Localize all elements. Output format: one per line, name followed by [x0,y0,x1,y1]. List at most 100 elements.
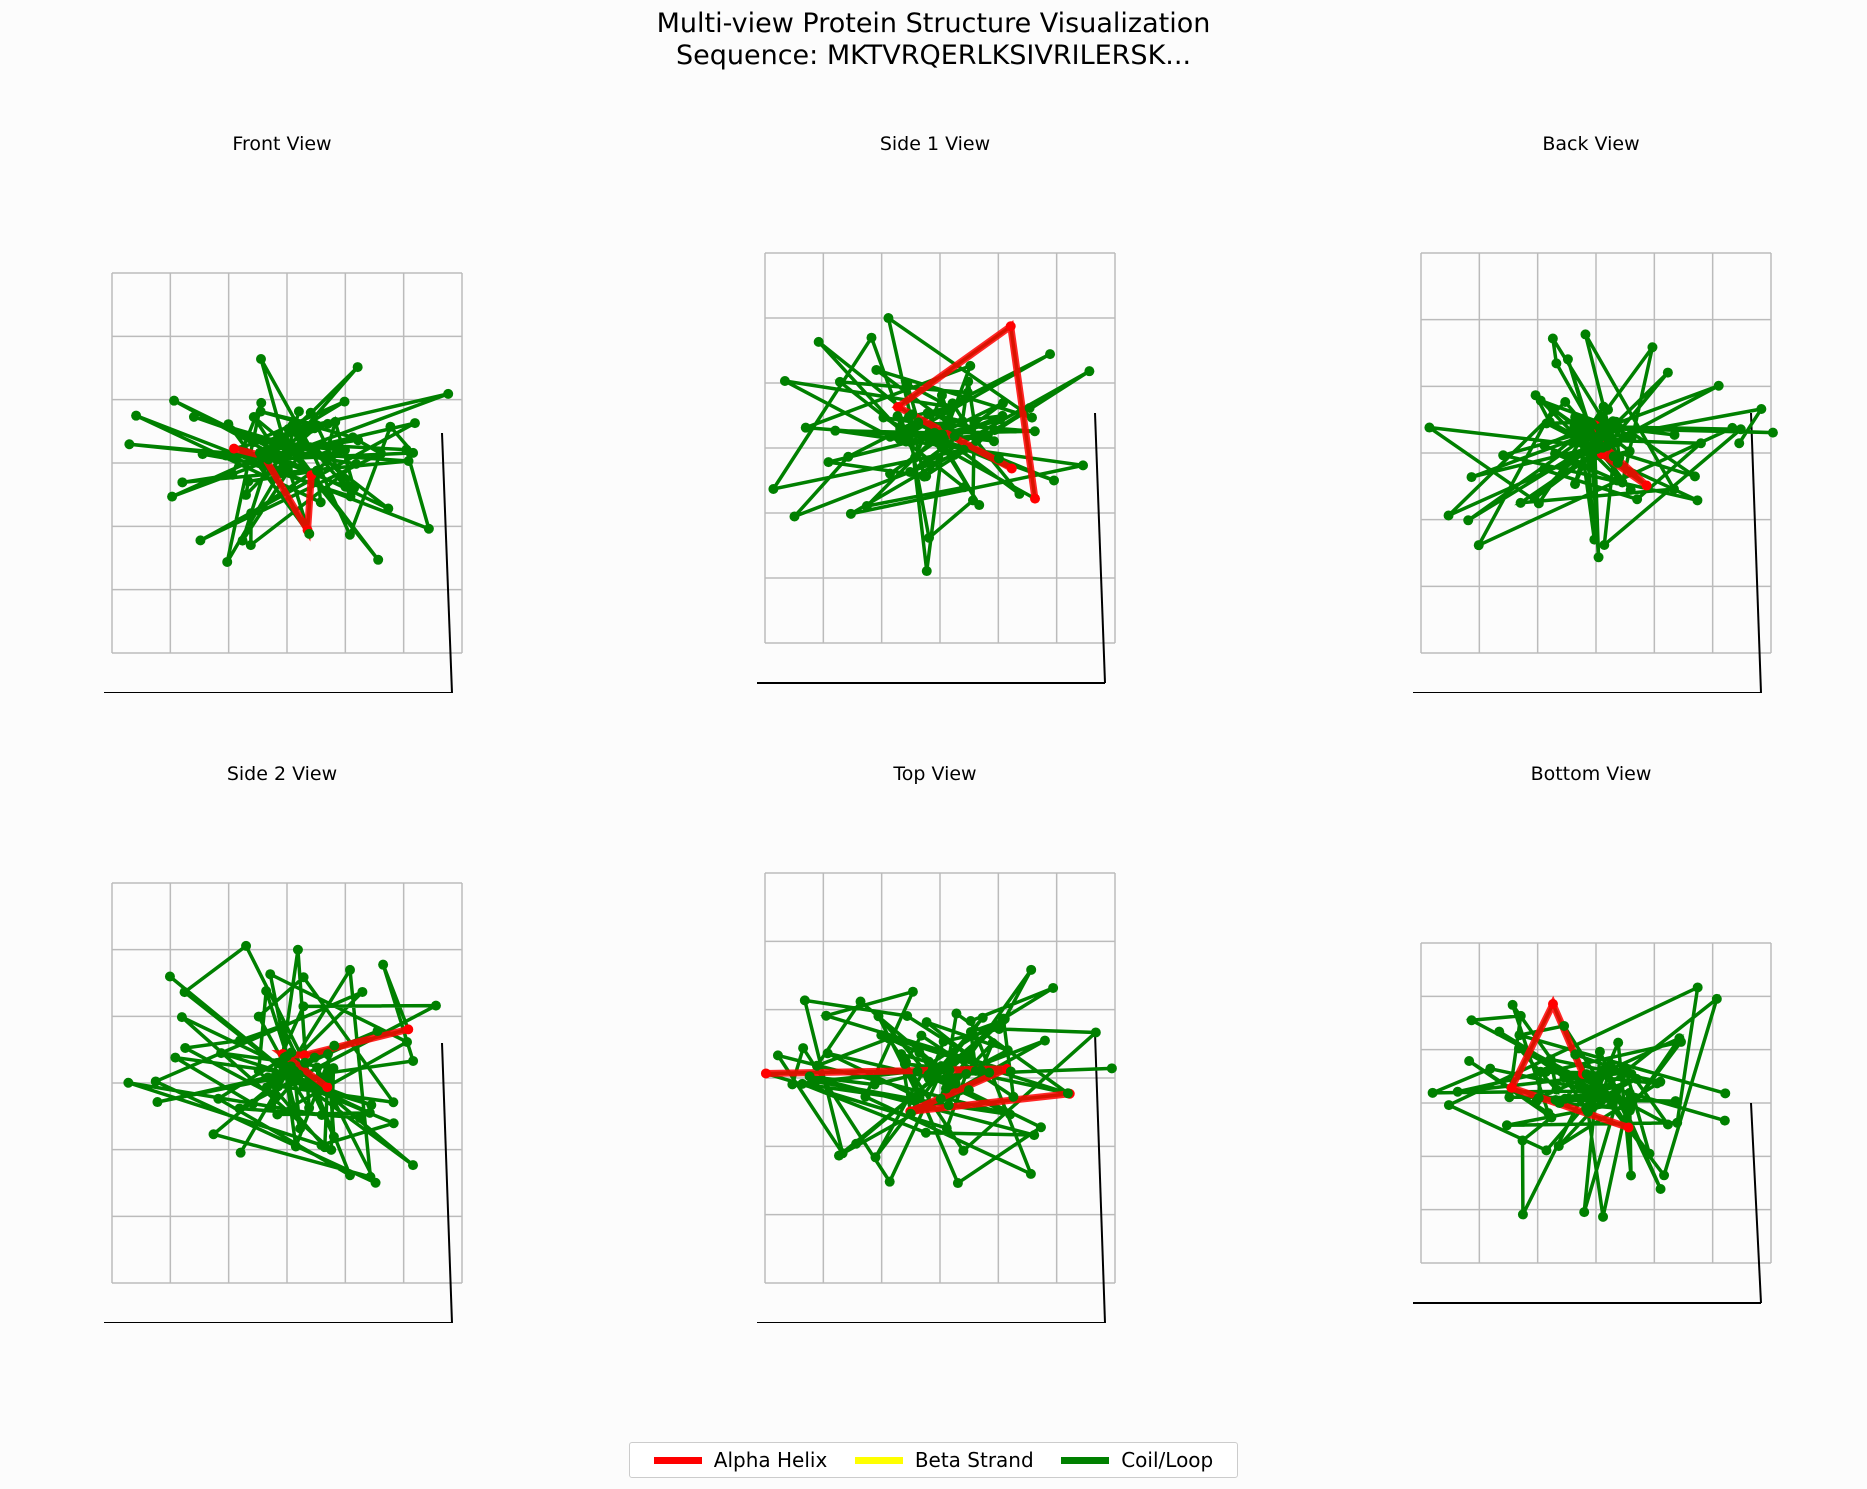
coil-residue-point [299,1057,310,1068]
coil-backbone [1431,984,1726,1218]
coil-residue-point [1582,1106,1593,1117]
coil-residue-point [958,444,969,455]
coil-residue-point [1594,1046,1605,1057]
coil-residue-point [240,489,251,500]
coil-backbone [129,358,449,563]
coil-residue-point [921,566,932,577]
coil-residue-point [798,1043,809,1054]
coil-residue-point [279,434,290,445]
coil-residue-point [403,455,414,466]
coil-residue-point [984,1067,995,1078]
coil-residue-point [351,458,362,469]
coil-residue-point [821,1010,832,1021]
coil-residue-point [1463,515,1474,526]
coil-residue-point [900,1056,911,1067]
coil-residue-point [940,1062,951,1073]
coil-residue-point [271,1091,282,1102]
coil-residue-point [1585,462,1596,473]
coil-residue-point [401,444,412,455]
coil-residue-point [288,1076,299,1087]
panel-side-2-view: Side 2 View [2,763,562,1323]
coil-residue-point [1713,380,1724,391]
coil-residue-point [1005,1109,1016,1120]
coil-residue-point [922,408,933,419]
coil-residue-point [1670,1096,1681,1107]
coil-residue-point [1626,431,1637,442]
coil-residue-point [383,503,394,514]
helix-residue-point [403,1024,414,1035]
coil-residue-point [311,465,322,476]
helix-segment [233,445,315,542]
coil-residue-point [253,1065,264,1076]
coil-residue-point [855,996,866,1007]
coil-residue-point [1598,1064,1609,1075]
coil-residue-point [993,453,1004,464]
coil-residue-point [349,483,360,494]
coil-residue-point [1514,1030,1525,1041]
coil-residue-point [331,448,342,459]
coil-residue-point [274,452,285,463]
coil-residue-point [779,376,790,387]
coil-residue-point [1662,367,1673,378]
coil-residue-point [298,1081,309,1092]
coil-residue-point [197,449,208,460]
coil-residue-point [965,1026,976,1037]
coil-residue-point [344,529,355,540]
coil-residue-point [267,443,278,454]
coil-residue-point [1570,412,1581,423]
coil-residue-point [951,1008,962,1019]
coil-residue-point [1735,424,1746,435]
coil-residue-point [949,449,960,460]
coil-residue-point [266,1102,277,1113]
coil-residue-point [1570,479,1581,490]
coil-residue-point [272,1109,283,1120]
coil-residue-point [894,434,905,445]
coil-residue-point [987,1037,998,1048]
coil-residue-point [905,467,916,478]
coil-residue-point [965,360,976,371]
coil-residue-point [916,1030,927,1041]
coil-residue-point [1592,1087,1603,1098]
coil-residue-point [1607,1099,1618,1110]
coil-residue-point [860,1091,871,1102]
coil-residue-point [167,491,178,502]
coil-residue-point [430,1000,441,1011]
coil-residue-point [248,411,259,422]
title-line-1: Multi-view Protein Structure Visualizati… [656,8,1211,39]
helix-residue-point [299,1050,310,1061]
coil-residue-point [873,1011,884,1022]
coil-residue-point [1605,1059,1616,1070]
coil-residue-point [1559,1020,1570,1031]
coil-residue-point [1551,1084,1562,1095]
coil-residue-point [1045,349,1056,360]
panel-title: Side 2 View [226,763,338,785]
coil-residue-point [1553,1141,1564,1152]
coil-residue-point [1617,477,1628,488]
coil-residue-point [1545,1054,1556,1065]
coil-residue-point [262,1072,273,1083]
coil-residue-point [322,418,333,429]
coil-residue-point [357,986,368,997]
panel-top-view: Top View [655,763,1215,1323]
coil-residue-point [408,1055,419,1066]
coil-residue-point [1427,1087,1438,1098]
coil-residue-point [1561,1069,1572,1080]
coil-residue-point [131,410,142,421]
coil-residue-point [1624,1087,1635,1098]
coil-residue-point [1008,1091,1019,1102]
coil-residue-point [312,1062,323,1073]
coil-residue-point [246,508,257,519]
coil-residue-point [298,972,309,983]
coil-residue-point [1424,422,1435,433]
coil-residue-point [255,354,266,365]
coil-residue-point [326,1144,337,1155]
coil-residue-point [1583,1092,1594,1103]
coil-residue-point [188,411,199,422]
coil-residue-point [150,1076,161,1087]
coil-residue-point [907,409,918,420]
coil-residue-point [947,398,958,409]
coil-residue-point [883,1033,894,1044]
coil-residue-point [1002,1045,1013,1056]
coil-residue-point [272,1057,283,1068]
coil-residue-point [1692,495,1703,506]
